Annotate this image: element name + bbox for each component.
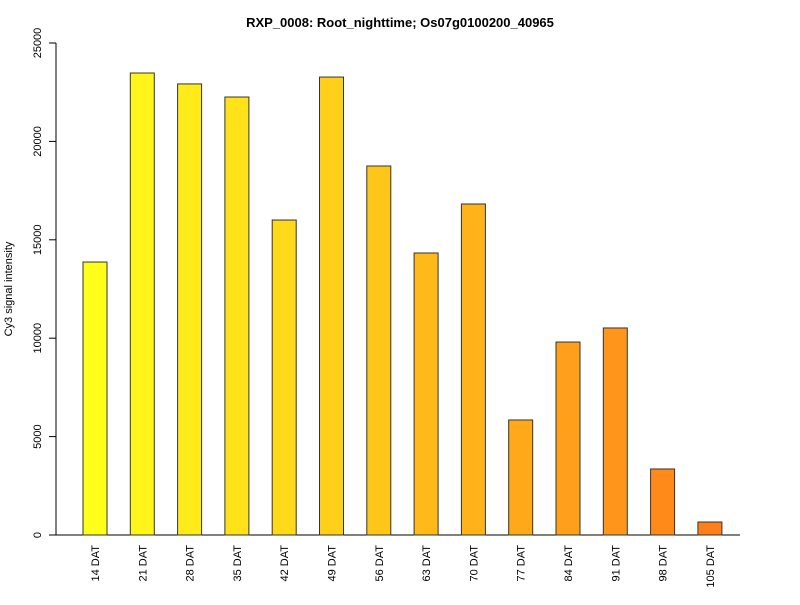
bar-98-dat [650,468,676,536]
y-axis-label: Cy3 signal intensity [3,241,15,336]
y-tick-label: 10000 [32,323,44,354]
bar-105-dat [697,521,723,536]
bar-70-dat [460,203,486,536]
x-tick-label: 105 DAT [705,545,717,588]
chart-title: RXP_0008: Root_nighttime; Os07g0100200_4… [246,15,554,30]
bar-21-dat [129,72,155,536]
x-tick-label: 70 DAT [468,545,480,582]
x-tick-label: 98 DAT [658,545,670,582]
bar-84-dat [555,341,581,536]
x-tick-label: 49 DAT [327,545,339,582]
x-tick-label: 91 DAT [610,545,622,582]
y-tick-label: 15000 [32,225,44,256]
x-tick-label: 35 DAT [232,545,244,582]
bar-77-dat [508,419,534,536]
x-tick-label: 63 DAT [421,545,433,582]
x-tick-label: 56 DAT [374,545,386,582]
x-tick-label: 28 DAT [185,545,197,582]
x-tick-label: 21 DAT [137,545,149,582]
bar-49-dat [319,76,344,536]
x-tick-label: 14 DAT [90,545,102,582]
y-tick-label: 20000 [32,126,44,157]
x-tick-label: 42 DAT [279,545,291,582]
bar-91-dat [602,327,628,536]
bar-14-dat [82,261,108,536]
bar-63-dat [413,252,439,536]
y-tick-label: 0 [32,532,44,538]
bar-28-dat [177,83,203,536]
y-tick-label: 25000 [32,28,44,59]
x-tick-label: 77 DAT [516,545,528,582]
bar-35-dat [224,96,250,536]
bar-42-dat [271,219,297,536]
y-tick-label: 5000 [32,424,44,448]
x-tick-label: 84 DAT [563,545,575,582]
bar-56-dat [366,165,392,536]
